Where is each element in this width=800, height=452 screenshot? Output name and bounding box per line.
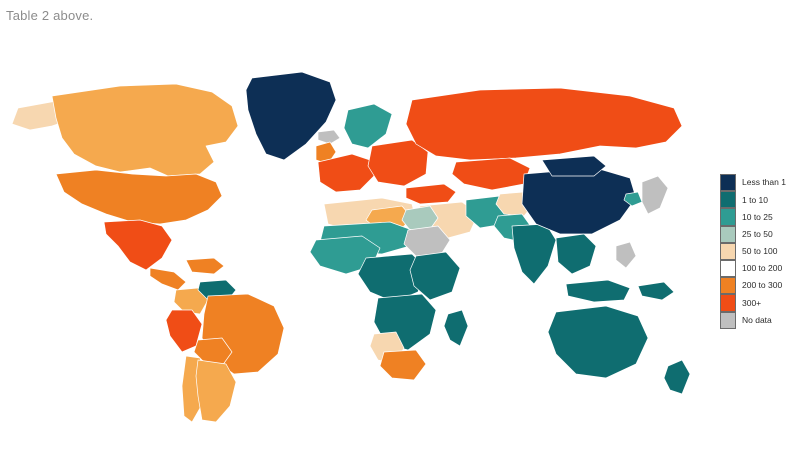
- legend-label-less-than-1: Less than 1: [742, 177, 786, 188]
- legend-item[interactable]: No data: [720, 311, 798, 329]
- legend-item[interactable]: Less than 1: [720, 174, 798, 192]
- map-region-south-africa[interactable]: [379, 349, 427, 381]
- legend-label-1-to-10: 1 to 10: [742, 194, 768, 205]
- map-region-southeast-asia[interactable]: [555, 233, 597, 275]
- map-region-japan[interactable]: [641, 175, 669, 215]
- map-region-papua-new-guinea[interactable]: [637, 281, 675, 301]
- map-region-indonesia[interactable]: [565, 279, 631, 303]
- map-region-australia[interactable]: [547, 305, 649, 379]
- map-region-united-states[interactable]: [55, 169, 223, 225]
- legend-swatch-1-to-10: [720, 191, 736, 209]
- legend-item[interactable]: 50 to 100: [720, 242, 798, 260]
- map-region-mexico[interactable]: [103, 219, 173, 271]
- legend-label-50-to-100: 50 to 100: [742, 246, 778, 257]
- legend-swatch-300-plus: [720, 294, 736, 312]
- legend-swatch-50-to-100: [720, 242, 736, 260]
- legend-label-300-plus: 300+: [742, 297, 762, 308]
- map-region-russia[interactable]: [405, 87, 683, 161]
- legend-swatch-200-to-300: [720, 277, 736, 295]
- legend-swatch-less-than-1: [720, 174, 736, 192]
- map-region-mongolia[interactable]: [541, 155, 607, 177]
- legend-swatch-10-to-25: [720, 208, 736, 226]
- legend-item[interactable]: 25 to 50: [720, 225, 798, 243]
- map-region-scandinavia[interactable]: [343, 103, 393, 149]
- map-region-caribbean[interactable]: [185, 257, 225, 275]
- map-region-greenland[interactable]: [245, 71, 337, 161]
- legend-label-10-to-25: 10 to 25: [742, 211, 773, 222]
- map-region-east-africa[interactable]: [409, 251, 461, 301]
- map-region-new-zealand[interactable]: [663, 359, 691, 395]
- map-region-colombia[interactable]: [173, 287, 209, 315]
- legend-item[interactable]: 1 to 10: [720, 191, 798, 209]
- legend-swatch-25-to-50: [720, 225, 736, 243]
- map-region-iceland[interactable]: [317, 129, 341, 145]
- legend-label-200-to-300: 200 to 300: [742, 280, 783, 291]
- page-title: Table 2 above.: [6, 8, 94, 23]
- world-map-svg: [0, 34, 710, 434]
- map-region-united-kingdom[interactable]: [315, 141, 337, 165]
- map-region-korea[interactable]: [623, 191, 643, 207]
- legend-item[interactable]: 100 to 200: [720, 259, 798, 278]
- map-region-kazakhstan[interactable]: [451, 157, 531, 191]
- legend-label-no-data: No data: [742, 314, 772, 325]
- map-legend: Less than 1 1 to 10 10 to 25 25 to 50 50…: [720, 174, 798, 329]
- map-region-argentina[interactable]: [195, 359, 237, 423]
- map-region-madagascar[interactable]: [443, 309, 469, 347]
- map-region-china[interactable]: [521, 167, 637, 235]
- map-region-western-europe[interactable]: [317, 153, 375, 193]
- legend-swatch-100-to-200: [720, 259, 736, 278]
- legend-label-100-to-200: 100 to 200: [742, 263, 783, 274]
- map-region-canada[interactable]: [51, 83, 239, 177]
- legend-item[interactable]: 10 to 25: [720, 208, 798, 226]
- map-region-peru[interactable]: [165, 309, 203, 353]
- legend-label-25-to-50: 25 to 50: [742, 228, 773, 239]
- legend-item[interactable]: 300+: [720, 294, 798, 312]
- choropleth-map: [0, 34, 710, 434]
- map-region-turkey[interactable]: [405, 183, 457, 205]
- legend-swatch-no-data: [720, 311, 736, 329]
- legend-item[interactable]: 200 to 300: [720, 277, 798, 295]
- map-region-philippines[interactable]: [615, 241, 637, 269]
